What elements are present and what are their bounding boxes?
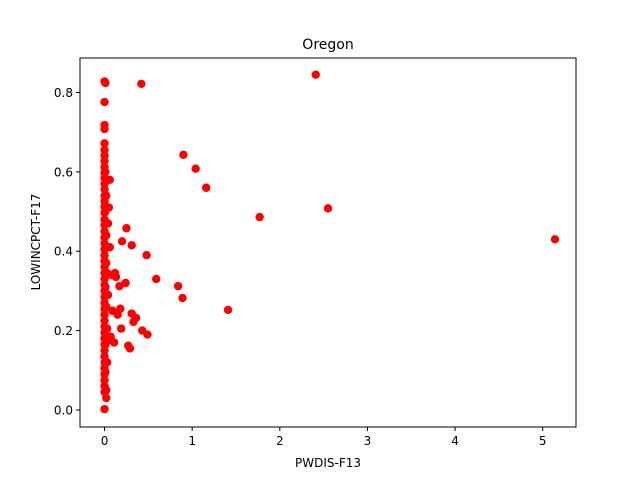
data-point (101, 368, 110, 377)
data-point (137, 79, 146, 88)
data-point (100, 375, 109, 385)
data-point (131, 313, 141, 323)
data-point (102, 393, 111, 403)
y-axis: 0.0 0.2 0.4 0.6 0.8 (54, 86, 80, 417)
data-point (323, 204, 333, 213)
y-tick-label: 0.0 (54, 403, 73, 417)
data-point (121, 278, 130, 288)
data-point (255, 212, 264, 222)
data-point (127, 241, 136, 250)
points-layer (100, 70, 560, 414)
data-point (102, 302, 111, 311)
plot-area-frame (79, 57, 577, 428)
data-point (100, 310, 109, 319)
data-point (116, 304, 125, 313)
data-point (143, 330, 152, 339)
data-point (105, 175, 115, 185)
y-tick-label: 0.8 (54, 86, 73, 100)
data-point (179, 150, 188, 160)
data-point (100, 124, 109, 134)
y-tick-label: 0.6 (54, 165, 73, 179)
data-point (125, 344, 135, 353)
data-point (223, 305, 233, 315)
data-point (103, 290, 113, 300)
data-point (101, 78, 110, 88)
x-tick-label: 0 (101, 434, 109, 448)
data-point (102, 385, 111, 395)
x-axis: 0 1 2 3 4 5 (101, 427, 547, 448)
data-point (105, 243, 115, 252)
data-point (100, 156, 109, 166)
data-point (102, 358, 112, 367)
x-tick-label: 3 (364, 434, 372, 448)
data-point (142, 251, 151, 260)
data-point (173, 281, 183, 291)
x-tick-label: 4 (451, 434, 459, 448)
data-point (122, 224, 131, 233)
data-point (117, 237, 127, 246)
data-point (100, 97, 109, 107)
y-tick-label: 0.4 (54, 245, 73, 259)
x-tick-label: 1 (188, 434, 196, 448)
data-point (111, 272, 121, 282)
data-point (311, 70, 320, 79)
x-axis-label: PWDIS-F13 (295, 456, 361, 470)
data-point (102, 324, 112, 333)
data-point (116, 324, 126, 333)
chart-title: Oregon (302, 37, 353, 53)
data-point (103, 219, 113, 228)
x-tick-label: 2 (276, 434, 284, 448)
data-point (102, 258, 111, 268)
data-point (109, 338, 119, 347)
y-tick-label: 0.2 (54, 324, 73, 338)
data-point (191, 164, 200, 173)
data-point (100, 404, 109, 414)
data-point (100, 139, 109, 148)
data-point (178, 293, 187, 303)
data-point (550, 235, 560, 244)
data-point (100, 251, 109, 260)
y-axis-label: LOWINCPCT-F17 (29, 194, 43, 291)
data-point (101, 282, 110, 292)
data-point (201, 183, 211, 192)
data-point (100, 316, 109, 325)
data-point (102, 191, 111, 200)
data-point (100, 185, 109, 194)
data-point (101, 167, 110, 177)
x-tick-label: 5 (539, 434, 547, 448)
data-point (104, 203, 114, 212)
data-point (102, 231, 111, 240)
data-point (152, 274, 161, 284)
